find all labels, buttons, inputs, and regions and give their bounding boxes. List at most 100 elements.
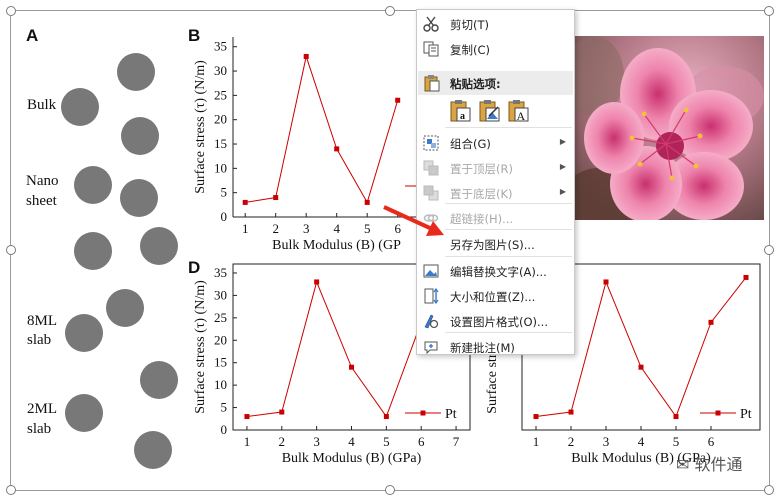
y-tick-label: 0 — [221, 209, 228, 224]
y-tick-label: 30 — [214, 287, 227, 302]
scissors-icon — [423, 16, 439, 32]
menu-item-group[interactable]: 组合(G) ▶ — [417, 131, 574, 155]
menu-item-send-to-back[interactable]: 置于底层(K) ▶ — [417, 181, 574, 205]
paste-icon — [424, 75, 440, 92]
data-point — [303, 53, 309, 59]
submenu-arrow-icon: ▶ — [559, 137, 566, 146]
x-tick-label: 3 — [603, 434, 610, 449]
resize-handle-bottom-right[interactable] — [764, 485, 774, 495]
y-tick-label: 30 — [214, 63, 227, 78]
paste-keep-source-icon[interactable]: a — [448, 99, 472, 123]
alt-text-icon — [423, 264, 439, 278]
atom-dot — [140, 361, 178, 399]
resize-handle-top-left[interactable] — [6, 6, 16, 16]
menu-separator — [445, 229, 572, 230]
y-tick-label: 10 — [214, 160, 227, 175]
data-point — [314, 279, 320, 285]
y-axis-label: Surface stress (τ) (N/m) — [193, 60, 208, 194]
resize-handle-middle-right[interactable] — [764, 245, 774, 255]
menu-item-format-picture[interactable]: 设置图片格式(O)... — [417, 309, 574, 333]
x-tick-label: 6 — [418, 434, 425, 449]
paste-picture-icon[interactable] — [477, 99, 501, 123]
menu-item-size-position[interactable]: 大小和位置(Z)... — [417, 284, 574, 308]
x-tick-label: 1 — [244, 434, 251, 449]
y-tick-label: 25 — [214, 87, 227, 102]
send-back-icon — [423, 185, 439, 201]
menu-label: 组合(G) — [450, 137, 491, 151]
data-point — [273, 195, 279, 201]
menu-item-hyperlink[interactable]: 超链接(H)... — [417, 206, 574, 230]
data-point — [244, 414, 250, 420]
copy-icon — [423, 41, 439, 57]
menu-label: 复制(C) — [450, 43, 491, 57]
legend-label: Pt — [445, 407, 457, 422]
menu-item-bring-to-front[interactable]: 置于顶层(R) ▶ — [417, 156, 574, 180]
y-tick-label: 5 — [221, 400, 228, 415]
resize-handle-top-center[interactable] — [385, 6, 395, 16]
menu-label: 置于顶层(R) — [450, 162, 513, 176]
watermark: ✉ 软件通 — [676, 451, 743, 475]
legend-label: Pt — [740, 407, 752, 422]
link-icon — [423, 214, 439, 222]
data-point — [533, 414, 539, 420]
x-tick-label: 4 — [638, 434, 645, 449]
menu-label: 剪切(T) — [450, 18, 489, 32]
resize-handle-middle-left[interactable] — [6, 245, 16, 255]
atom-dot — [121, 117, 159, 155]
menu-label: 编辑替换文字(A)... — [450, 265, 547, 279]
menu-separator — [445, 127, 572, 128]
menu-item-cut[interactable]: 剪切(T) — [417, 12, 574, 36]
y-tick-label: 0 — [221, 422, 228, 437]
menu-label: 置于底层(K) — [450, 187, 513, 201]
group-icon — [423, 135, 439, 151]
resize-handle-bottom-center[interactable] — [385, 485, 395, 495]
atom-dot — [134, 431, 172, 469]
x-tick-label: 4 — [348, 434, 355, 449]
panel-a-label: A — [26, 26, 39, 45]
series-line — [245, 54, 399, 204]
x-tick-label: 3 — [303, 221, 310, 236]
chart-b: 0 5 10 15 20 25 30 35 1 2 3 4 5 6 Bulk Modulus (B) (GP… — [193, 37, 441, 253]
data-point — [568, 409, 574, 415]
menu-label: 超链接(H)... — [450, 212, 514, 226]
menu-label: 另存为图片(S)... — [450, 238, 535, 252]
paste-text-only-icon[interactable]: A — [506, 99, 530, 123]
x-tick-label: 1 — [242, 221, 249, 236]
data-point — [349, 364, 354, 370]
svg-text:a: a — [460, 111, 465, 122]
resize-handle-top-right[interactable] — [764, 6, 774, 16]
x-tick-label: 2 — [568, 434, 575, 449]
x-tick-label: 5 — [673, 434, 680, 449]
data-point — [743, 274, 749, 280]
size-position-icon — [424, 287, 439, 305]
menu-item-save-as-picture[interactable]: 另存为图片(S)... — [417, 232, 574, 256]
data-point — [395, 97, 401, 103]
x-tick-label: 2 — [279, 434, 286, 449]
x-tick-label: 6 — [708, 434, 715, 449]
y-tick-label: 15 — [214, 136, 227, 151]
x-tick-label: 1 — [533, 434, 540, 449]
menu-item-copy[interactable]: 复制(C) — [417, 37, 574, 61]
x-tick-label: 4 — [333, 221, 340, 236]
legend-marker — [715, 410, 721, 416]
paste-options-header: 粘贴选项: — [418, 71, 573, 95]
menu-item-new-comment[interactable]: 新建批注(M) — [417, 335, 574, 359]
resize-handle-bottom-left[interactable] — [6, 485, 16, 495]
x-axis-label: Bulk Modulus (B) (GPa) — [571, 451, 711, 466]
x-tick-label: 3 — [313, 434, 320, 449]
bring-front-icon — [423, 160, 439, 176]
submenu-arrow-icon: ▶ — [559, 187, 566, 196]
y-tick-label: 20 — [214, 112, 227, 127]
x-axis-label: Bulk Modulus (B) (GP — [272, 238, 401, 253]
atom-dot — [61, 88, 99, 126]
data-point — [279, 409, 285, 415]
y-tick-label: 35 — [214, 39, 227, 54]
menu-separator — [445, 203, 572, 204]
menu-item-edit-alt-text[interactable]: 编辑替换文字(A)... — [417, 259, 574, 283]
x-axis-label: Bulk Modulus (B) (GPa) — [282, 451, 422, 466]
row-label-2ml-slab: slab — [27, 421, 52, 437]
data-point — [603, 279, 609, 285]
row-label-sheet: sheet — [26, 193, 57, 209]
x-tick-label: 7 — [453, 434, 460, 449]
watermark-text: 软件通 — [694, 455, 743, 474]
